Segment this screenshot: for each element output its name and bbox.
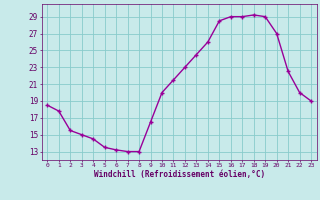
X-axis label: Windchill (Refroidissement éolien,°C): Windchill (Refroidissement éolien,°C)	[94, 170, 265, 179]
